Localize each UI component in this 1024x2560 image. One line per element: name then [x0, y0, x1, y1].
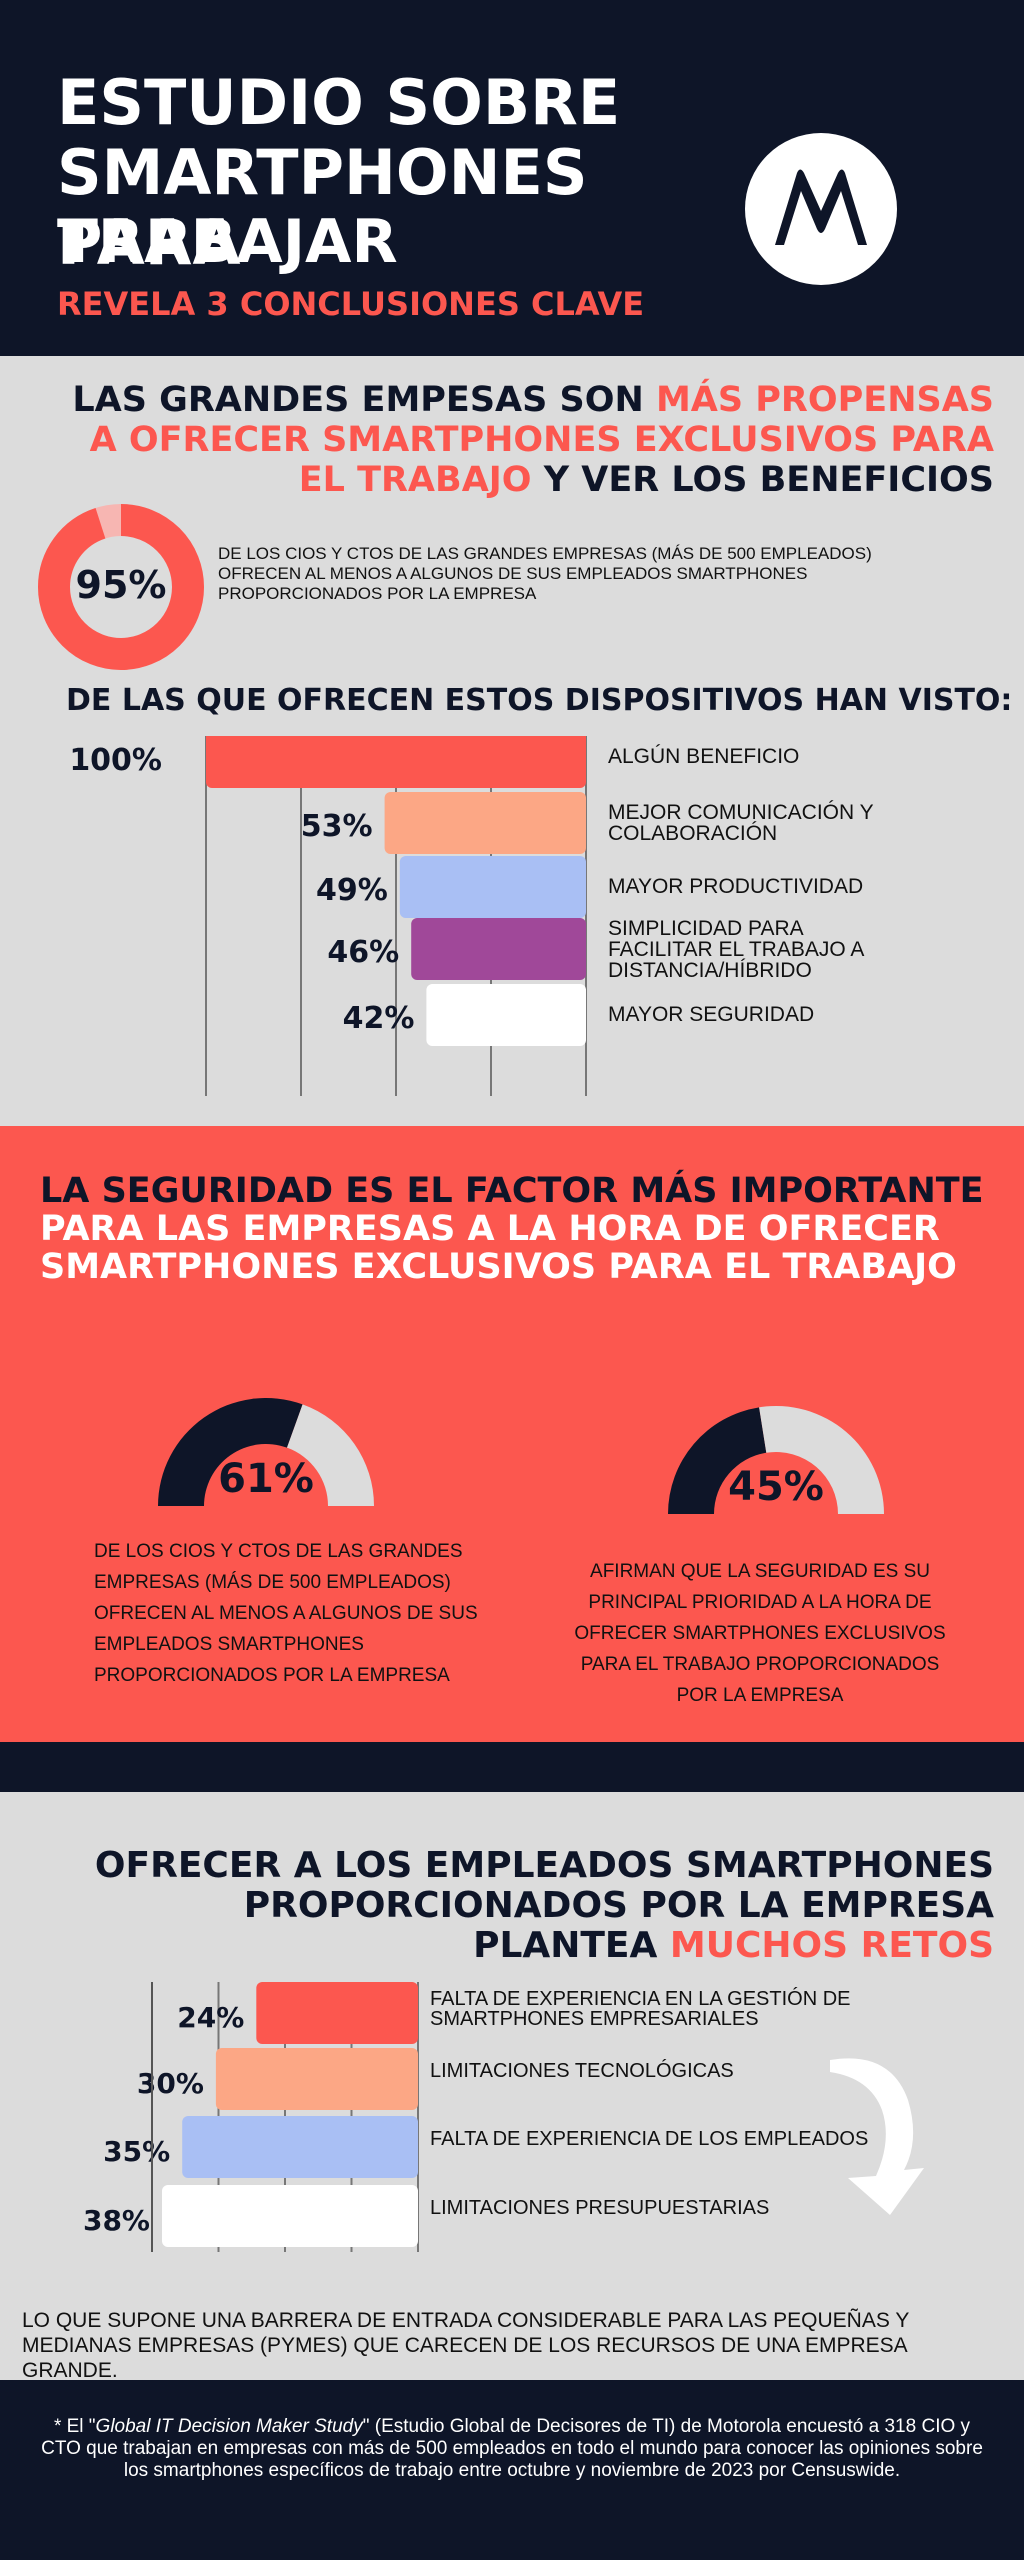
section1-title-part2: Y VER LOS BENEFICIOS [531, 460, 994, 500]
gauge-empty-arc [759, 1406, 884, 1514]
section3-title-part1: OFRECER A LOS EMPLEADOS SMARTPHONES PROP… [94, 1845, 994, 1966]
donut-95-chart [38, 504, 204, 670]
gauge-empty-arc [287, 1404, 374, 1506]
page-title: ESTUDIO SOBRE SMARTPHONES PARA [57, 66, 621, 279]
section-security: LA SEGURIDAD ES EL FACTOR MÁS IMPORTANTE… [0, 1126, 1024, 1742]
benefits-bar-chart: 100% ALGÚN BENEFICIO 53% MEJOR COMUNICACIÓN… [69, 736, 874, 1096]
bar [215, 2048, 418, 2110]
bar-category-label: MAYOR SEGURIDAD [608, 1003, 814, 1026]
gauge-61-text: DE LOS CIOS Y CTOS DE LAS GRANDES EMPRES… [94, 1541, 478, 1686]
bar-value-label: 53% [301, 809, 373, 844]
header: ESTUDIO SOBRE SMARTPHONES PARA TRABAJAR … [0, 0, 1024, 356]
donut-95-text: DE LOS CIOS Y CTOS DE LAS GRANDES EMPRES… [218, 544, 872, 603]
page-subtitle: REVELA 3 CONCLUSIONES CLAVE [57, 285, 645, 323]
bar-value-label: 24% [177, 2001, 244, 2034]
gauge-45-chart [668, 1406, 884, 1514]
bar [182, 2116, 418, 2178]
gauge-45-text: AFIRMAN QUE LA SEGURIDAD ES SU PRINCIPAL… [574, 1561, 946, 1706]
bar-value-label: 100% [69, 743, 162, 778]
bar-category-label: MAYOR PRODUCTIVIDAD [608, 875, 863, 898]
bar-category-label: ALGÚN BENEFICIO [608, 745, 799, 768]
bar-category-label: FALTA DE EXPERIENCIA DE LOS EMPLEADOS [430, 2128, 868, 2150]
section-benefits: LAS GRANDES EMPESAS SON MÁS PROPENSAS A … [0, 356, 1024, 1126]
footnote-suffix: " (Estudio Global de Decisores de TI) de… [41, 2416, 983, 2481]
bar-value-label: 42% [343, 1001, 415, 1036]
footnote-prefix: * El " [53, 2416, 96, 2437]
bar [426, 984, 586, 1046]
bar-value-label: 46% [327, 935, 399, 970]
section2-title-light: PARA LAS EMPRESAS A LA HORA DE OFRECER S… [40, 1209, 957, 1287]
section2-title-dark: LA SEGURIDAD ES EL FACTOR MÁS IMPORTANTE [40, 1171, 984, 1211]
gauge-filled-arc [158, 1398, 303, 1506]
section1-title-part1: LAS GRANDES EMPESAS SON [72, 380, 656, 420]
section1-title: LAS GRANDES EMPESAS SON MÁS PROPENSAS A … [34, 380, 994, 500]
bar-category-label: MEJOR COMUNICACIÓN Y COLABORACIÓN [608, 801, 874, 845]
bar [162, 2185, 418, 2247]
section-divider [0, 1742, 1024, 1792]
gauge-61-label: 61% [218, 1456, 314, 1502]
section3-title: OFRECER A LOS EMPLEADOS SMARTPHONES PROP… [94, 1846, 994, 1966]
curved-arrow-icon [830, 2058, 924, 2215]
motorola-logo-icon [745, 133, 897, 285]
bar-value-label: 30% [137, 2067, 204, 2100]
page-title-line2: TRABAJAR [57, 207, 398, 277]
donut-95-label: 95% [75, 563, 167, 607]
section3-title-highlight: MUCHOS RETOS [669, 1925, 994, 1966]
gauge-61-chart [158, 1398, 374, 1506]
benefits-subheading: DE LAS QUE OFRECEN ESTOS DISPOSITIVOS HA… [66, 683, 1013, 718]
footer: * El "Global IT Decision Maker Study" (E… [0, 2380, 1024, 2560]
bar [384, 792, 586, 854]
bar-value-label: 49% [316, 873, 388, 908]
bar [256, 1982, 418, 2044]
section2-title: LA SEGURIDAD ES EL FACTOR MÁS IMPORTANTE… [40, 1172, 1000, 1286]
bar [411, 918, 586, 980]
bar [206, 736, 586, 788]
gauge-45-label: 45% [728, 1464, 824, 1510]
bar-category-label: LIMITACIONES TECNOLÓGICAS [430, 2059, 734, 2082]
bar-category-label: LIMITACIONES PRESUPUESTARIAS [430, 2197, 769, 2219]
bar [399, 856, 586, 918]
footnote: * El "Global IT Decision Maker Study" (E… [40, 2416, 984, 2482]
bar-value-label: 38% [83, 2204, 150, 2237]
bar-value-label: 35% [103, 2135, 170, 2168]
challenges-bar-chart: 24% FALTA DE EXPERIENCIA EN LA GESTIÓN DE… [83, 1982, 868, 2252]
section1-title-highlight: MÁS PROPENSAS A OFRECER SMARTPHONES EXCL… [89, 380, 994, 500]
gauge-filled-arc [668, 1407, 767, 1514]
footnote-study-name: Global IT Decision Maker Study [95, 2416, 363, 2437]
section-challenges: OFRECER A LOS EMPLEADOS SMARTPHONES PROP… [0, 1792, 1024, 2382]
challenges-conclusion: LO QUE SUPONE UNA BARRERA DE ENTRADA CON… [22, 2309, 909, 2382]
bar-category-label: SIMPLICIDAD PARA FACILITAR EL TRABAJO A DI… [608, 917, 864, 982]
bar-category-label: FALTA DE EXPERIENCIA EN LA GESTIÓN DE SMA… [430, 1987, 851, 2030]
